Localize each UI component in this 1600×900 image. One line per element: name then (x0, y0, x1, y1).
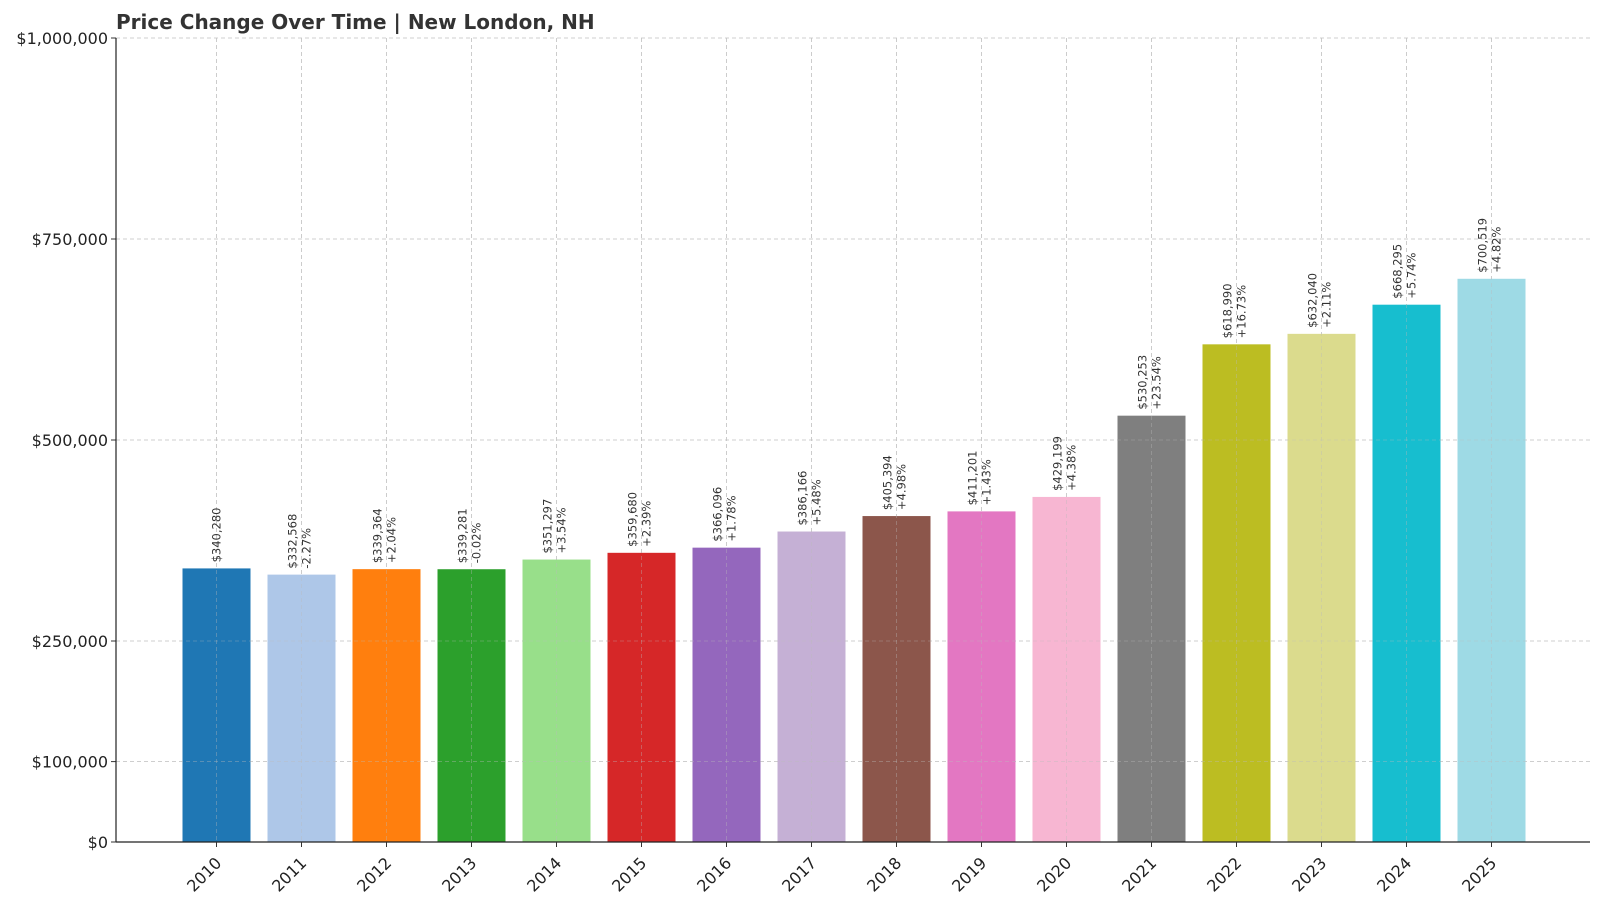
value-label: $339,364 (371, 508, 385, 563)
value-label: $618,990 (1221, 283, 1235, 338)
value-label: $386,166 (796, 471, 810, 526)
x-tick-label: 2022 (1203, 853, 1245, 895)
change-label: +2.11% (1320, 282, 1334, 328)
y-tick-label: $1,000,000 (16, 29, 108, 48)
y-tick-label: $250,000 (32, 632, 108, 651)
value-label: $632,040 (1306, 273, 1320, 328)
change-label: +16.73% (1235, 285, 1249, 339)
x-tick-label: 2021 (1118, 853, 1160, 895)
change-label: -0.02% (470, 522, 484, 563)
change-label: +2.39% (640, 501, 654, 547)
value-label: $359,680 (626, 492, 640, 547)
x-tick-label: 2019 (948, 853, 990, 895)
y-tick-label: $500,000 (32, 431, 108, 450)
value-label: $332,568 (286, 514, 300, 569)
change-label: +4.38% (1065, 445, 1079, 491)
value-label: $339,281 (456, 508, 470, 563)
change-label: +1.43% (980, 459, 994, 505)
change-label: +4.98% (895, 464, 909, 510)
change-label: +5.48% (810, 479, 824, 525)
x-tick-label: 2015 (608, 853, 650, 895)
x-tick-label: 2016 (693, 853, 735, 895)
change-label: +23.54% (1150, 356, 1164, 410)
value-label: $340,280 (210, 508, 224, 563)
x-tick-label: 2014 (523, 853, 565, 895)
change-label: +2.04% (385, 517, 399, 563)
value-label: $411,201 (966, 451, 980, 506)
x-tick-label: 2025 (1458, 853, 1500, 895)
x-tick-label: 2012 (353, 853, 395, 895)
change-label: +4.82% (1490, 227, 1504, 273)
value-label: $366,096 (711, 487, 725, 542)
change-label: -2.27% (300, 528, 314, 569)
y-tick-label: $100,000 (32, 753, 108, 772)
change-label: +5.74% (1405, 252, 1419, 298)
bar-2016 (692, 547, 761, 842)
value-label: $530,253 (1136, 355, 1150, 410)
chart-title: Price Change Over Time | New London, NH (116, 10, 595, 34)
value-label: $668,295 (1391, 244, 1405, 299)
x-tick-label: 2011 (268, 853, 310, 895)
x-tick-label: 2017 (778, 853, 820, 895)
value-label: $700,519 (1476, 218, 1490, 273)
y-tick-label: $0 (88, 833, 108, 852)
value-label: $351,297 (541, 499, 555, 554)
x-tick-label: 2013 (438, 853, 480, 895)
change-label: +1.78% (725, 495, 739, 541)
value-label: $405,394 (881, 455, 895, 510)
change-label: +3.54% (555, 507, 569, 553)
x-tick-label: 2020 (1033, 853, 1075, 895)
bars (116, 37, 1590, 843)
axes (111, 37, 1590, 847)
x-tick-label: 2018 (863, 853, 905, 895)
x-tick-label: 2024 (1373, 853, 1415, 895)
value-label: $429,199 (1051, 436, 1065, 491)
x-tick-label: 2023 (1288, 853, 1330, 895)
y-tick-label: $750,000 (32, 230, 108, 249)
x-tick-label: 2010 (183, 853, 225, 895)
